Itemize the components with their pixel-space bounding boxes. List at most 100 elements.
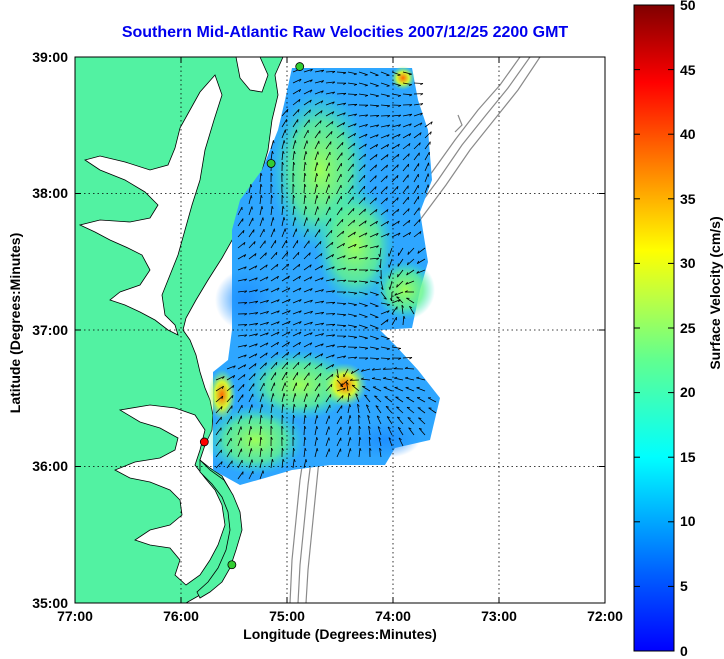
- velocity-arrow-head: [393, 367, 397, 370]
- velocity-arrow-head: [310, 288, 313, 292]
- velocity-arrow: [402, 93, 413, 96]
- velocity-arrow-head: [332, 290, 336, 293]
- velocity-arrow-head: [316, 448, 319, 452]
- velocity-arrow-head: [306, 140, 308, 144]
- velocity-arrow-head: [419, 132, 422, 136]
- y-tick-label: 36:00: [32, 458, 68, 474]
- velocity-arrow: [325, 111, 335, 117]
- velocity-arrow-head: [272, 217, 275, 221]
- velocity-arrow: [303, 252, 311, 260]
- velocity-arrow: [259, 415, 262, 425]
- velocity-arrow: [391, 153, 400, 161]
- x-tick-label: 73:00: [481, 608, 517, 624]
- velocity-arrow-head: [244, 290, 248, 294]
- velocity-arrow: [376, 415, 382, 425]
- velocity-arrow-head: [317, 151, 319, 155]
- velocity-arrow-head: [368, 425, 371, 429]
- velocity-arrow: [281, 217, 285, 227]
- velocity-arrow: [281, 403, 284, 414]
- velocity-arrow: [358, 93, 368, 96]
- velocity-arrow: [237, 374, 246, 381]
- velocity-arrow-head: [397, 85, 401, 87]
- velocity-arrow-head: [376, 358, 380, 361]
- velocity-arrow-head: [364, 394, 368, 397]
- velocity-arrow: [380, 144, 389, 150]
- velocity-arrow: [402, 113, 412, 117]
- velocity-arrow-head: [265, 252, 267, 256]
- velocity-arrow: [314, 140, 320, 150]
- velocity-arrow-head: [342, 230, 345, 235]
- velocity-arrow-head: [354, 244, 357, 247]
- x-tick-labels: 77:00 76:00 75:00 74:00 73:00 72:00: [57, 608, 623, 624]
- grid-lines: [75, 57, 605, 603]
- velocity-arrow: [237, 364, 246, 370]
- velocity-arrow-head: [386, 197, 388, 201]
- velocity-arrow: [346, 382, 349, 392]
- velocity-arrow: [391, 114, 401, 117]
- velocity-arrow-head: [343, 82, 347, 85]
- velocity-arrow-head: [407, 174, 409, 178]
- velocity-arrow-head: [286, 251, 289, 256]
- velocity-arrow-head: [363, 175, 366, 179]
- velocity-arrow: [388, 437, 393, 447]
- velocity-arrow: [358, 185, 366, 194]
- velocity-arrow-head: [340, 383, 343, 387]
- velocity-arrow: [391, 232, 401, 238]
- velocity-arrow-head: [354, 94, 358, 97]
- velocity-arrow: [336, 415, 342, 425]
- velocity-arrow: [347, 415, 351, 425]
- velocity-arrow: [347, 219, 355, 227]
- velocity-arrow: [347, 123, 357, 128]
- velocity-arrow: [248, 333, 258, 337]
- velocity-arrow: [303, 372, 310, 381]
- velocity-arrow-head: [332, 266, 335, 270]
- velocity-arrow: [369, 257, 380, 260]
- velocity-arrow: [368, 426, 371, 436]
- velocity-arrow: [314, 426, 318, 436]
- velocity-arrow: [248, 322, 258, 326]
- velocity-arrow: [347, 356, 358, 359]
- velocity-arrow-head: [396, 284, 398, 288]
- velocity-arrow-head: [260, 172, 263, 176]
- velocity-arrow: [303, 362, 311, 370]
- velocity-arrow: [358, 164, 366, 172]
- velocity-arrow-head: [298, 352, 301, 356]
- velocity-arrow: [325, 195, 330, 205]
- velocity-arrow-head: [281, 447, 284, 451]
- velocity-arrows: [215, 68, 437, 480]
- velocity-arrow: [369, 82, 379, 87]
- velocity-arrow: [401, 305, 404, 315]
- velocity-arrow: [394, 291, 404, 296]
- velocity-arrow-head: [254, 353, 258, 357]
- velocity-arrow: [380, 319, 389, 326]
- velocity-arrow: [416, 269, 426, 274]
- velocity-arrow-head: [403, 315, 406, 319]
- velocity-arrow: [292, 240, 299, 249]
- velocity-arrow-head: [304, 183, 307, 187]
- velocity-arrow: [237, 437, 242, 447]
- velocity-arrow: [303, 342, 313, 348]
- velocity-arrow: [303, 310, 313, 315]
- velocity-arrow-head: [376, 257, 380, 261]
- velocity-arrow-head: [320, 110, 323, 114]
- velocity-arrow: [369, 71, 379, 76]
- velocity-arrow: [336, 142, 344, 150]
- velocity-arrow: [215, 385, 224, 392]
- velocity-arrow-head: [388, 264, 390, 268]
- velocity-arrow-head: [255, 300, 259, 304]
- velocity-arrow-head: [364, 220, 367, 224]
- velocity-arrow-head: [354, 123, 357, 127]
- velocity-arrow-head: [297, 252, 300, 256]
- velocity-arrow: [237, 230, 245, 238]
- velocity-arrow-head: [332, 344, 335, 348]
- velocity-arrow-head: [386, 221, 389, 224]
- velocity-arrow-head: [364, 74, 368, 76]
- velocity-arrow: [292, 109, 300, 117]
- velocity-arrow: [281, 331, 291, 337]
- velocity-arrow-head: [364, 327, 368, 329]
- velocity-arrow: [237, 302, 248, 304]
- velocity-arrow-head: [271, 150, 274, 155]
- velocity-arrow: [226, 375, 236, 381]
- velocity-arrow-head: [265, 276, 269, 280]
- velocity-arrow: [259, 352, 268, 359]
